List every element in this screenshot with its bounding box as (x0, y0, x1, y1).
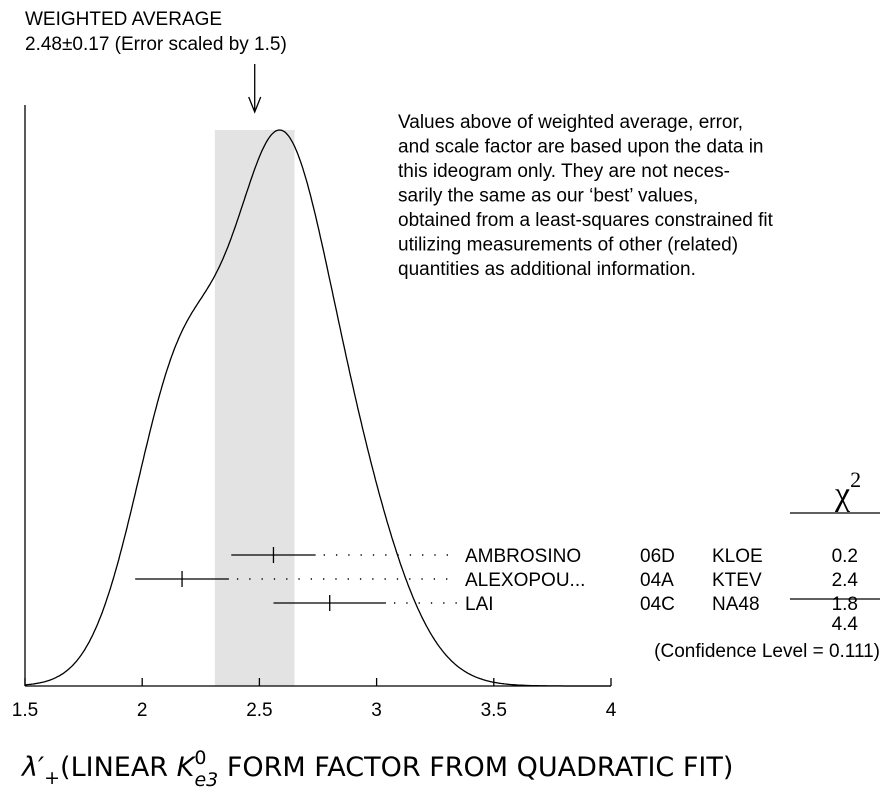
average-band (214, 130, 295, 686)
x-tick-label: 3 (371, 700, 382, 721)
x-label-part: + (44, 767, 60, 789)
x-label-part: FORM FACTOR FROM QUADRATIC FIT) (218, 752, 733, 783)
average-arrow (248, 64, 262, 114)
note-line: obtained from a least-squares constraine… (398, 210, 774, 231)
x-label-part: 0 (194, 747, 206, 769)
x-tick-label: 2 (137, 700, 148, 721)
note-line: this ideogram only. They are not neces- (398, 161, 730, 182)
chi2-header: χ2 (834, 467, 861, 513)
chi2-total: 4.4 (832, 614, 859, 635)
x-label-part: e3 (194, 769, 218, 791)
note-line: and scale factor are based upon the data… (398, 137, 763, 158)
measurement-experiment: KLOE (712, 546, 763, 567)
ideogram-curve (24, 129, 611, 687)
confidence-level: (Confidence Level = 0.111) (654, 641, 880, 662)
note-line: quantities as additional information. (398, 259, 696, 280)
measurement-name: ALEXOPOU... (465, 570, 585, 591)
x-tick-label: 1.5 (12, 700, 38, 721)
measurement-name: AMBROSINO (465, 546, 581, 567)
note: Values above of weighted average, error,… (398, 112, 774, 280)
measurement-code: 06D (640, 546, 675, 567)
note-line: Values above of weighted average, error, (398, 112, 743, 133)
measurement-chi2: 1.8 (832, 594, 858, 615)
x-label-part: (LINEAR (60, 752, 177, 783)
average-label: 2.48±0.17 (Error scaled by 1.5) (25, 34, 287, 55)
x-label-part: λ′ (20, 752, 44, 783)
chart-title: WEIGHTED AVERAGE (25, 9, 222, 30)
chi2-sup: 2 (850, 467, 861, 492)
measurement-experiment: KTEV (712, 570, 762, 591)
measurement-chi2: 2.4 (832, 570, 859, 591)
x-axis-label: λ′+(LINEAR K0 e3 FORM FACTOR FROM QUADRAT… (20, 747, 733, 791)
measurement-name: LAI (465, 594, 494, 615)
measurement-code: 04C (640, 594, 675, 615)
measurement-code: 04A (640, 570, 674, 591)
note-line: utilizing measurements of other (related… (398, 235, 738, 256)
x-tick-label: 2.5 (246, 700, 272, 721)
measurement-chi2: 0.2 (832, 546, 858, 567)
x-tick-label: 3.5 (481, 700, 507, 721)
measurement-experiment: NA48 (712, 594, 760, 615)
note-line: sarily the same as our ‘best’ values, (398, 186, 698, 207)
x-tick-label: 4 (606, 700, 617, 721)
chi2-symbol: χ (834, 476, 850, 513)
x-label-part: K (177, 752, 197, 783)
